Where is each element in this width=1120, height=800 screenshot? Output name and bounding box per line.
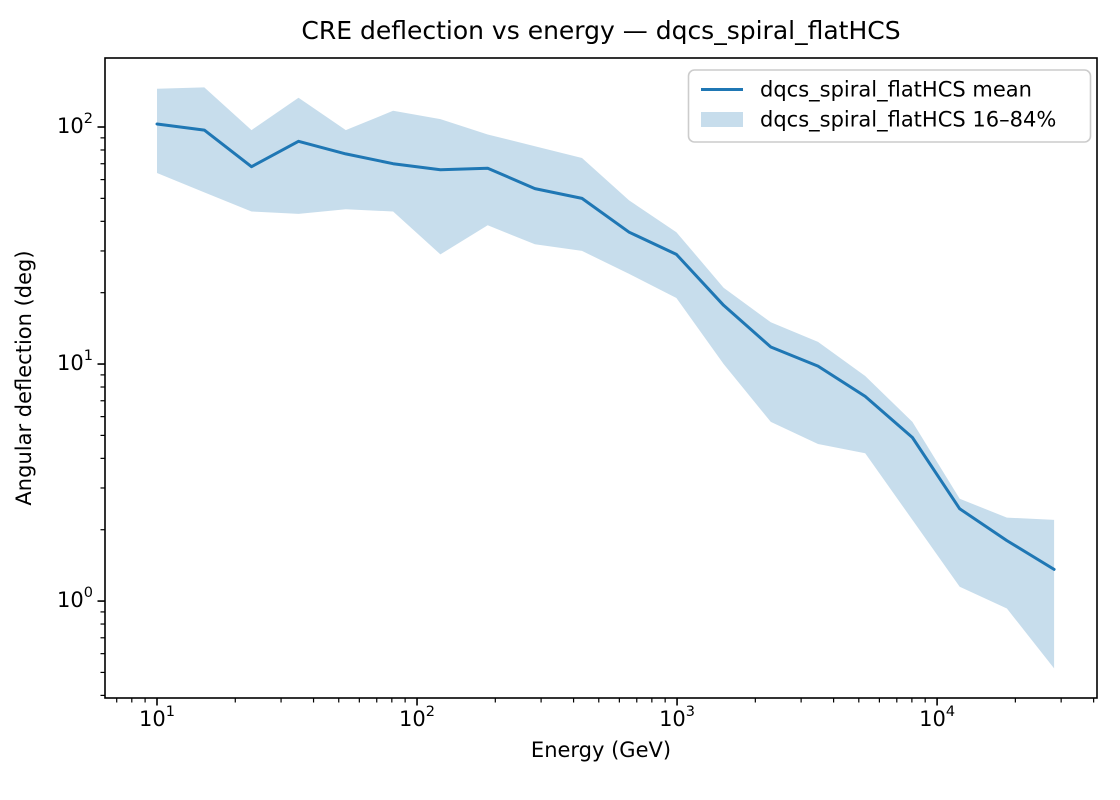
legend-label-mean: dqcs_spiral_flatHCS mean	[760, 78, 1032, 103]
y-tick-label: 100	[57, 585, 93, 612]
x-tick-label: 101	[139, 704, 175, 731]
chart-title: CRE deflection vs energy — dqcs_spiral_f…	[301, 16, 900, 45]
plot-border	[104, 57, 1098, 699]
mean-line-group	[155, 122, 1056, 571]
y-tick-label: 102	[57, 111, 93, 138]
legend-label-band: dqcs_spiral_flatHCS 16–84%	[760, 108, 1056, 133]
legend: dqcs_spiral_flatHCS mean dqcs_spiral_fla…	[687, 69, 1092, 143]
percentile-band	[157, 87, 1055, 669]
x-tick-label: 103	[659, 704, 695, 731]
y-axis-label: Angular deflection (deg)	[12, 250, 36, 505]
legend-band-sample	[701, 112, 743, 127]
x-tick-label: 102	[399, 704, 435, 731]
mean-line	[155, 122, 1056, 571]
x-axis-label: Energy (GeV)	[531, 738, 671, 762]
y-tick-label: 101	[57, 348, 93, 375]
x-tick-label: 104	[919, 704, 955, 731]
legend-box	[687, 69, 1092, 143]
uncertainty-band	[157, 87, 1055, 669]
